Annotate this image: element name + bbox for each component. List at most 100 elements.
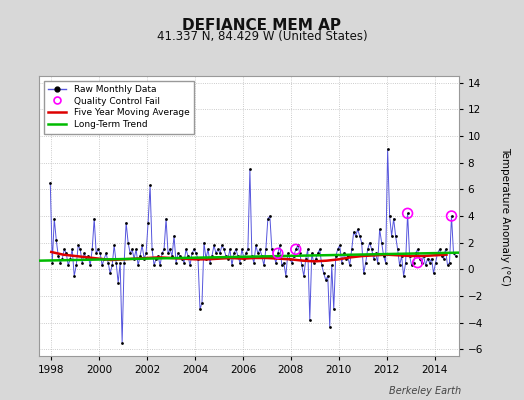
Point: [335, 242, 344, 248]
Point: [359, 270, 368, 276]
Point: [180, 260, 188, 266]
Point: [186, 262, 194, 268]
Point: [337, 260, 346, 266]
Point: [357, 240, 366, 246]
Point: [441, 246, 450, 252]
Point: [313, 250, 322, 256]
Point: [396, 262, 404, 268]
Point: [344, 253, 352, 259]
Point: [394, 246, 402, 252]
Point: [261, 246, 270, 252]
Point: [88, 246, 96, 252]
Point: [328, 262, 336, 268]
Point: [447, 213, 456, 219]
Point: [362, 260, 370, 266]
Point: [226, 246, 234, 252]
Point: [318, 262, 326, 268]
Text: DEFIANCE MEM AP: DEFIANCE MEM AP: [182, 18, 342, 33]
Point: [323, 273, 332, 279]
Point: [188, 250, 196, 256]
Point: [276, 242, 284, 248]
Point: [50, 216, 59, 222]
Point: [134, 262, 143, 268]
Point: [421, 262, 430, 268]
Point: [80, 250, 89, 256]
Point: [305, 317, 314, 323]
Point: [266, 213, 274, 219]
Point: [413, 260, 422, 266]
Point: [104, 260, 112, 266]
Point: [372, 250, 380, 256]
Point: [154, 253, 162, 259]
Point: [96, 250, 104, 256]
Point: [369, 256, 378, 262]
Point: [381, 260, 390, 266]
Point: [250, 260, 258, 266]
Point: [270, 253, 278, 259]
Point: [340, 250, 348, 256]
Point: [274, 250, 282, 256]
Point: [332, 253, 340, 259]
Point: [164, 250, 172, 256]
Y-axis label: Temperature Anomaly (°C): Temperature Anomaly (°C): [499, 146, 509, 286]
Point: [334, 246, 342, 252]
Point: [290, 253, 298, 259]
Point: [124, 240, 133, 246]
Point: [120, 260, 128, 266]
Point: [142, 250, 150, 256]
Point: [367, 246, 376, 252]
Point: [168, 253, 176, 259]
Point: [246, 166, 254, 172]
Point: [280, 260, 288, 266]
Point: [322, 277, 330, 283]
Point: [389, 216, 398, 222]
Point: [438, 253, 446, 259]
Point: [210, 242, 218, 248]
Point: [116, 260, 124, 266]
Point: [296, 250, 304, 256]
Point: [112, 260, 121, 266]
Point: [445, 260, 454, 266]
Point: [449, 250, 457, 256]
Point: [254, 250, 262, 256]
Point: [303, 246, 312, 252]
Point: [82, 256, 91, 262]
Point: [431, 260, 440, 266]
Point: [293, 242, 302, 248]
Point: [401, 260, 410, 266]
Point: [418, 260, 426, 266]
Point: [220, 246, 228, 252]
Point: [271, 260, 280, 266]
Point: [407, 262, 416, 268]
Point: [74, 242, 82, 248]
Point: [300, 273, 308, 279]
Point: [230, 250, 238, 256]
Point: [278, 262, 286, 268]
Point: [439, 256, 447, 262]
Point: [429, 270, 438, 276]
Point: [172, 260, 180, 266]
Point: [200, 240, 208, 246]
Point: [232, 246, 240, 252]
Point: [403, 210, 412, 216]
Point: [78, 260, 86, 266]
Point: [62, 250, 70, 256]
Point: [264, 216, 272, 222]
Point: [190, 246, 198, 252]
Point: [384, 146, 392, 152]
Point: [56, 260, 64, 266]
Point: [244, 246, 252, 252]
Point: [98, 262, 106, 268]
Point: [397, 253, 406, 259]
Point: [68, 246, 77, 252]
Point: [345, 262, 354, 268]
Point: [92, 250, 101, 256]
Point: [425, 260, 434, 266]
Point: [428, 256, 436, 262]
Point: [174, 250, 182, 256]
Point: [108, 262, 116, 268]
Point: [114, 280, 122, 286]
Point: [374, 260, 382, 266]
Point: [320, 270, 328, 276]
Point: [126, 250, 134, 256]
